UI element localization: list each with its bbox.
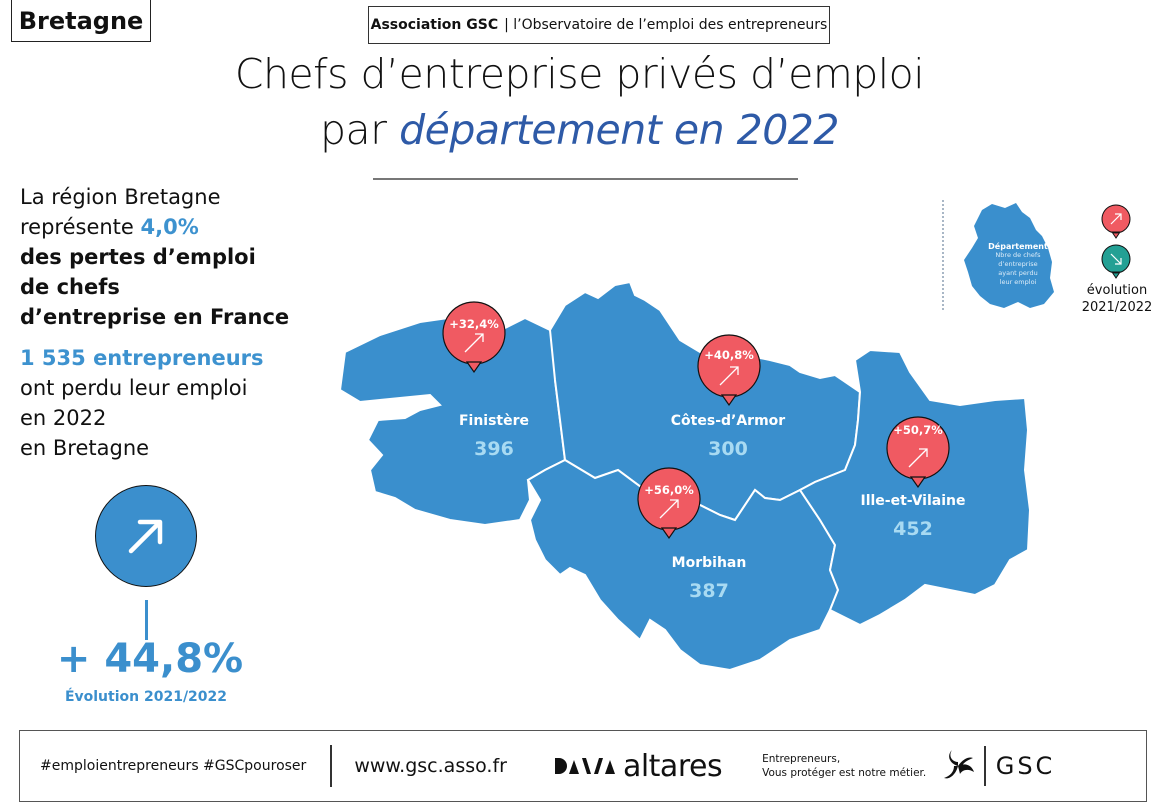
- summary-line: La région Bretagne: [20, 185, 221, 209]
- tagline-line: Vous protéger est notre métier.: [762, 767, 927, 779]
- evolution-pin-value: +32,4%: [449, 317, 499, 331]
- evolution-pin-morbihan: [637, 467, 701, 540]
- evolution-connector: [145, 600, 148, 640]
- evolution-pin-finistere: [442, 301, 506, 374]
- legend-dept-desc: leur emploi: [999, 278, 1037, 286]
- footer-tagline: Entrepreneurs, Vous protéger est notre m…: [762, 752, 926, 780]
- legend-dept-desc: d’entreprise: [998, 260, 1038, 268]
- dept-finistere: [338, 316, 567, 527]
- summary-line: des pertes d’emploi: [20, 245, 256, 269]
- evolution-pin-ille-et-vilaine: [886, 416, 950, 489]
- legend-department-shape: [964, 203, 1054, 308]
- region-summary: La région Bretagne représente 4,0% des p…: [20, 182, 289, 332]
- evolution-pin-value: +50,7%: [893, 423, 943, 437]
- altares-logo: altares: [553, 748, 723, 784]
- summary-line: représente 4,0%: [20, 212, 289, 242]
- org-banner: Association GSC | l’Observatoire de l’em…: [368, 6, 830, 44]
- summary-line: d’entreprise en France: [20, 305, 290, 329]
- gsc-wordmark: GSC: [995, 752, 1056, 780]
- bretagne-map: [338, 280, 1032, 672]
- dept-value-finistere: 396: [474, 438, 514, 460]
- legend-dept-title: Département: [988, 242, 1048, 251]
- evolution-pin-cotes-armor: [697, 334, 761, 407]
- dept-name-cotes-armor: Côtes-d’Armor: [670, 413, 786, 429]
- title-plain: par: [320, 106, 400, 154]
- legend-divider: [942, 200, 944, 310]
- summary-text: représente: [20, 215, 141, 239]
- altares-wordmark: altares: [622, 748, 723, 784]
- title-divider: [373, 178, 798, 180]
- count-line: ont perdu leur emploi: [20, 376, 248, 400]
- arrow-up-right-icon: [128, 519, 163, 554]
- footer-separator: [330, 745, 333, 787]
- footer-hashtags: #emploientrepreneurs #GSCpouroser: [40, 758, 307, 774]
- dept-name-morbihan: Morbihan: [671, 555, 747, 571]
- evolution-circle: [95, 485, 197, 587]
- dept-value-morbihan: 387: [689, 580, 729, 602]
- gsc-swirl-icon: [944, 750, 975, 779]
- dept-ille-et-vilaine: [798, 348, 1032, 627]
- legend-pin-down-icon: [1101, 244, 1131, 279]
- evolution-pin-value: +40,8%: [704, 348, 754, 362]
- count-line: en 2022: [20, 406, 107, 430]
- legend-dept-desc: Nbre de chefs: [995, 251, 1041, 259]
- dept-value-cotes-armor: 300: [708, 438, 748, 460]
- org-subtitle: | l’Observatoire de l’emploi des entrepr…: [504, 17, 828, 33]
- footer-website-link[interactable]: www.gsc.asso.fr: [354, 755, 507, 777]
- region-badge: Bretagne: [11, 0, 151, 42]
- dept-name-finistere: Finistère: [458, 413, 530, 429]
- data-logo-icon: [554, 758, 615, 774]
- dept-name-ille-et-vilaine: Ille-et-Vilaine: [860, 493, 966, 509]
- evolution-value: + 44,8%: [56, 636, 244, 682]
- legend-evo-line: 2021/2022: [1081, 300, 1153, 315]
- legend-evo-line: évolution: [1086, 283, 1148, 298]
- page-title-line1: Chefs d’entreprise privés d’emploi: [234, 50, 925, 98]
- footer: #emploientrepreneurs #GSCpouroser www.gs…: [19, 730, 1147, 802]
- evolution-label: Évolution 2021/2022: [64, 689, 228, 705]
- gsc-separator: [984, 746, 986, 786]
- org-name: Association GSC: [370, 17, 499, 33]
- count-value: 1 535 entrepreneurs: [20, 346, 264, 370]
- legend-dept-desc: ayant perdu: [998, 269, 1038, 277]
- tagline-line: Entrepreneurs,: [762, 753, 841, 765]
- title-accent: département en 2022: [399, 106, 839, 154]
- share-value: 4,0%: [140, 215, 199, 239]
- evolution-pin-value: +56,0%: [644, 483, 694, 497]
- region-name: Bretagne: [18, 6, 144, 35]
- count-line: en Bretagne: [20, 436, 150, 460]
- legend-pin-up-icon: [1101, 204, 1131, 239]
- legend-text: Département Nbre de chefs d’entreprise a…: [978, 242, 1058, 287]
- legend-evolution-label: évolution 2021/2022: [1072, 282, 1159, 316]
- summary-line: de chefs: [20, 275, 120, 299]
- page-title-line2: par département en 2022: [0, 106, 1159, 154]
- dept-value-ille-et-vilaine: 452: [893, 518, 933, 540]
- count-summary: 1 535 entrepreneurs ont perdu leur emplo…: [20, 343, 264, 463]
- gsc-logo: GSC: [940, 746, 1055, 786]
